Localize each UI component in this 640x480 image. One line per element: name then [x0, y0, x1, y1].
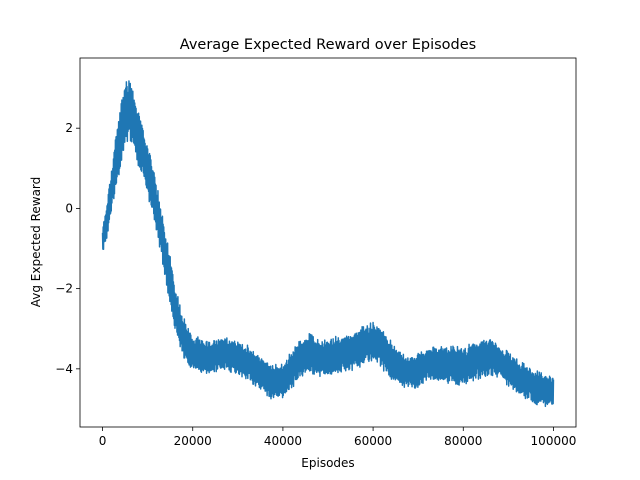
- x-tick-label: 40000: [264, 434, 302, 448]
- y-tick-label: −4: [55, 362, 73, 376]
- x-tick-label: 0: [99, 434, 107, 448]
- series-line: [101, 80, 555, 408]
- plot-area: [101, 80, 555, 408]
- y-axis-ticks: 2 0 −2 −4: [55, 121, 80, 376]
- y-tick-label: 2: [65, 121, 73, 135]
- x-tick-label: 100000: [531, 434, 577, 448]
- y-axis-label: Avg Expected Reward: [29, 177, 43, 308]
- y-tick-label: −2: [55, 282, 73, 296]
- x-tick-label: 60000: [354, 434, 392, 448]
- x-axis-label: Episodes: [301, 456, 354, 470]
- x-tick-label: 80000: [444, 434, 482, 448]
- y-tick-label: 0: [65, 201, 73, 215]
- plot-frame: [79, 57, 577, 428]
- chart-title: Average Expected Reward over Episodes: [180, 37, 476, 53]
- x-axis-ticks: 0 20000 40000 60000 80000 100000: [99, 427, 577, 448]
- x-tick-label: 20000: [174, 434, 212, 448]
